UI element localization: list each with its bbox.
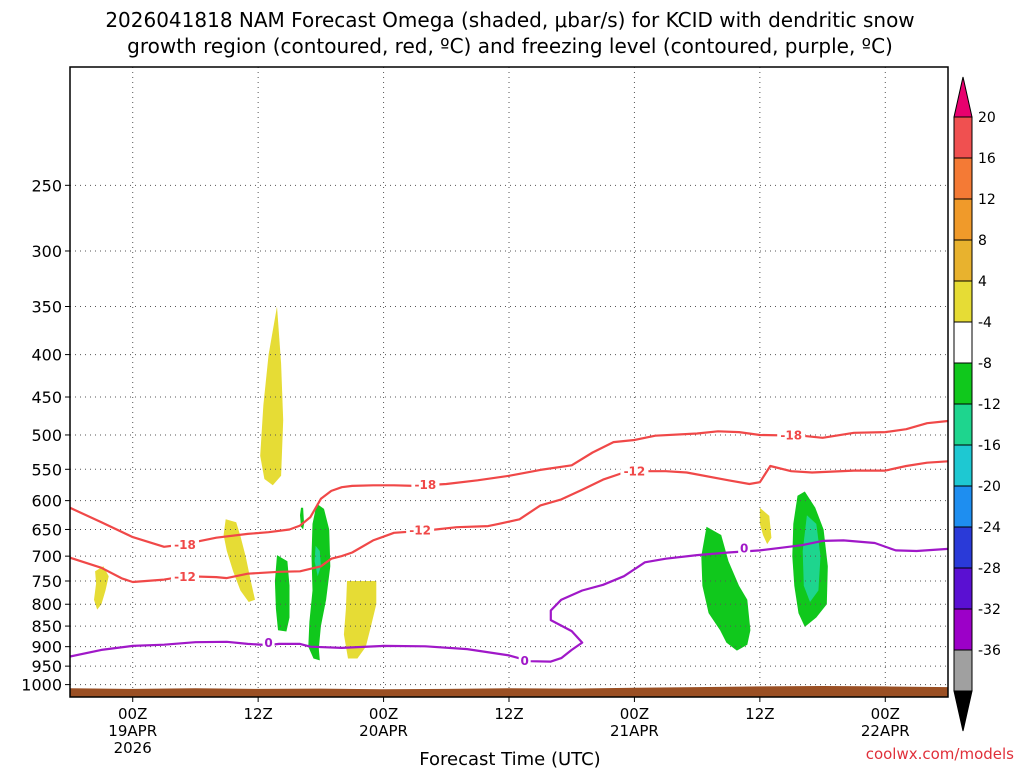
colorbar-swatch bbox=[953, 649, 973, 692]
colorbar-tick-label: -24 bbox=[978, 520, 1001, 536]
contour-label-bg bbox=[738, 540, 751, 555]
contour-label-bg bbox=[262, 635, 275, 650]
contour-label-bg bbox=[170, 537, 199, 552]
x-tick-label: 12Z bbox=[243, 705, 272, 723]
colorbar-tick-label: 16 bbox=[978, 151, 996, 167]
y-tick-label: 450 bbox=[31, 388, 62, 407]
colorbar-tick-label: -16 bbox=[978, 438, 1001, 454]
x-tick-label: 00Z bbox=[871, 705, 900, 723]
omega-region-7 bbox=[308, 503, 331, 661]
chart-title-line-1: 2026041818 NAM Forecast Omega (shaded, μ… bbox=[105, 8, 914, 32]
x-tick-label: 21APR bbox=[610, 722, 659, 740]
colorbar-swatch bbox=[953, 198, 973, 241]
plot-area: -18 -12 0 -18 -12 0 -12 0 -18 250 300 350 400 450 500 5… bbox=[21, 66, 949, 757]
x-tick-label: 12Z bbox=[494, 705, 523, 723]
colorbar-swatch bbox=[953, 321, 973, 364]
contour-label: 0 bbox=[740, 541, 748, 555]
colorbar-swatch bbox=[953, 608, 973, 651]
colorbar-swatch bbox=[953, 116, 973, 159]
omega-region-8 bbox=[701, 526, 751, 651]
contour-label: -18 bbox=[415, 478, 437, 492]
colorbar-swatch bbox=[953, 444, 973, 487]
omega-region-3 bbox=[343, 581, 377, 659]
colorbar-tick-label: -36 bbox=[978, 643, 1001, 659]
y-tick-label: 950 bbox=[31, 657, 62, 676]
colorbar-tick-label: -32 bbox=[978, 602, 1001, 618]
colorbar-swatch bbox=[953, 403, 973, 446]
contour-label: -12 bbox=[624, 465, 646, 479]
colorbar-swatch bbox=[953, 280, 973, 323]
x-tick-label: 00Z bbox=[369, 705, 398, 723]
x-tick-label: 12Z bbox=[745, 705, 774, 723]
colorbar-tick-label: 4 bbox=[978, 274, 987, 290]
colorbar-tick-label: 20 bbox=[978, 110, 996, 126]
colorbar-tick-label: 12 bbox=[978, 192, 996, 208]
chart-title-line-2: growth region (contoured, red, ºC) and f… bbox=[127, 34, 893, 58]
omega-region-2 bbox=[260, 306, 284, 486]
contour-label: 0 bbox=[520, 654, 528, 668]
contour-label-bg bbox=[777, 427, 806, 442]
colorbar-tick-label: 8 bbox=[978, 233, 987, 249]
colorbar-swatch bbox=[953, 526, 973, 569]
omega-region-10 bbox=[314, 545, 321, 577]
colorbar-swatch bbox=[953, 239, 973, 282]
y-tick-label: 700 bbox=[31, 547, 62, 566]
x-tick-label: 00Z bbox=[620, 705, 649, 723]
y-tick-label: 800 bbox=[31, 595, 62, 614]
contour-line-0 bbox=[70, 539, 948, 663]
contour-label: 0 bbox=[264, 636, 272, 650]
omega-region-1 bbox=[223, 519, 255, 602]
x-tick-label: 22APR bbox=[861, 722, 910, 740]
plot-inner: -18 -12 0 -18 -12 0 -12 0 -18 bbox=[70, 67, 948, 697]
contour-label: -12 bbox=[174, 570, 196, 584]
colorbar-swatch bbox=[953, 485, 973, 528]
y-tick-label: 350 bbox=[31, 298, 62, 317]
y-tick-label: 850 bbox=[31, 617, 62, 636]
colorbar-tick-label: -8 bbox=[978, 356, 992, 372]
colorbar-top-arrow bbox=[953, 76, 973, 118]
credit-link[interactable]: coolwx.com/models bbox=[866, 745, 1014, 763]
contour-label-bg bbox=[518, 653, 531, 668]
colorbar-tick-label: -4 bbox=[978, 315, 992, 331]
y-tick-label: 750 bbox=[31, 572, 62, 591]
y-tick-label: 400 bbox=[31, 346, 62, 365]
colorbar-tick-label: -12 bbox=[978, 397, 1001, 413]
colorbar-swatch bbox=[953, 567, 973, 610]
contour-label-bg bbox=[411, 477, 440, 492]
x-tick-label: 2026 bbox=[114, 739, 152, 757]
x-tick-label: 00Z bbox=[118, 705, 147, 723]
contour-label: -18 bbox=[174, 538, 196, 552]
colorbar-bottom-arrow bbox=[953, 690, 973, 732]
contour-line-minus12 bbox=[70, 460, 948, 584]
ground-surface bbox=[70, 686, 948, 697]
colorbar-tick-label: -20 bbox=[978, 479, 1001, 495]
contour-label: -18 bbox=[780, 428, 802, 442]
contour-label-bg bbox=[620, 464, 649, 479]
omega-region-11 bbox=[802, 515, 821, 602]
y-tick-label: 300 bbox=[31, 242, 62, 261]
y-tick-label: 550 bbox=[31, 460, 62, 479]
omega-region-4 bbox=[759, 507, 772, 545]
x-axis-label: Forecast Time (UTC) bbox=[419, 749, 600, 768]
omega-region-0 bbox=[94, 566, 109, 610]
contour-label: -12 bbox=[409, 524, 431, 538]
y-tick-label: 250 bbox=[31, 176, 62, 195]
y-tick-label: 1000 bbox=[21, 676, 62, 695]
x-tick-label: 20APR bbox=[359, 722, 408, 740]
colorbar-legend: 20 16 12 8 4 -4 -8 -12 -16 -20 -24 -28 -32 -36 bbox=[953, 76, 1001, 732]
y-tick-label: 500 bbox=[31, 426, 62, 445]
x-tick-label: 19APR bbox=[108, 722, 157, 740]
colorbar-tick-label: -28 bbox=[978, 561, 1001, 577]
y-tick-label: 600 bbox=[31, 492, 62, 511]
y-tick-label: 650 bbox=[31, 520, 62, 539]
contour-label-bg bbox=[406, 523, 435, 538]
omega-region-5 bbox=[274, 555, 290, 632]
contour-label-bg bbox=[170, 569, 199, 584]
y-tick-label: 900 bbox=[31, 638, 62, 657]
colorbar-swatch bbox=[953, 362, 973, 405]
colorbar-swatch bbox=[953, 157, 973, 200]
